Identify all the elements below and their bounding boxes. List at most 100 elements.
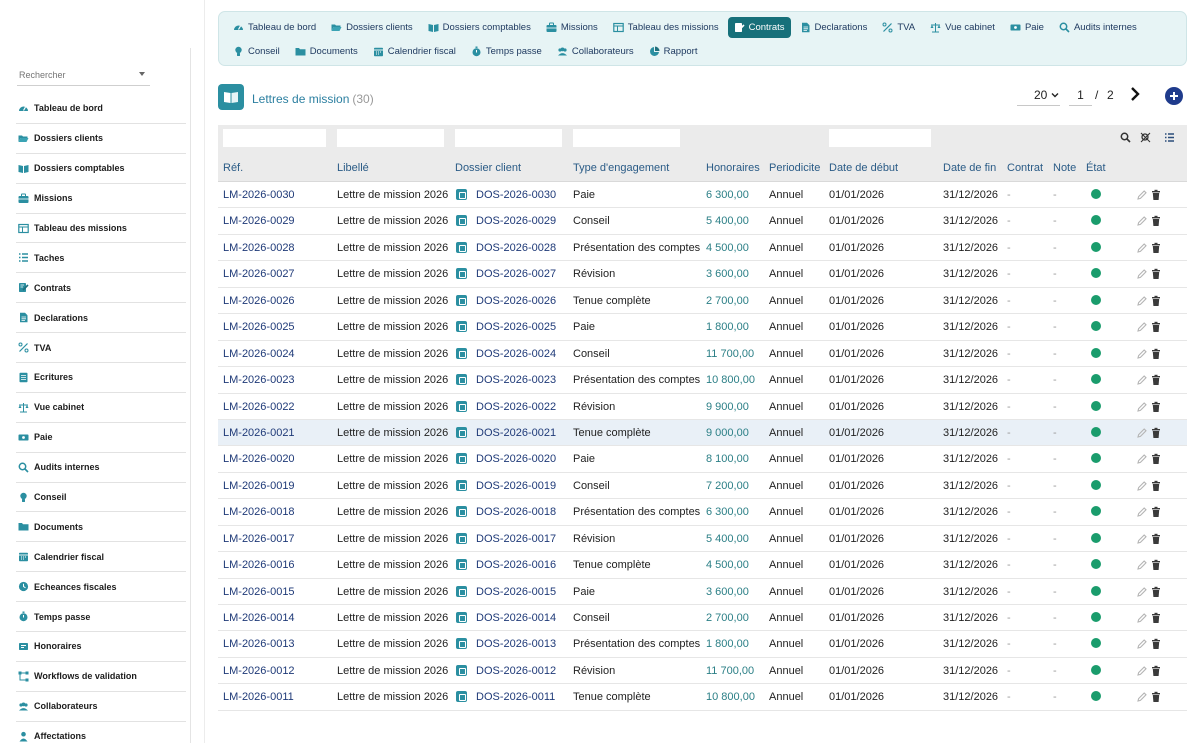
delete-icon[interactable] [1150, 559, 1162, 571]
edit-icon[interactable] [1136, 189, 1148, 201]
sidebar-item-tableau-des-missions[interactable]: Tableau des missions [16, 214, 186, 244]
cell-ref[interactable]: LM-2026-0011 [223, 691, 294, 704]
filter-libelle-input[interactable] [337, 129, 444, 147]
chevron-right-icon[interactable] [1129, 86, 1141, 102]
cell-dossier-client[interactable]: DOS-2026-0025 [476, 321, 557, 334]
tab-temps-passe[interactable]: Temps passe [465, 41, 548, 62]
filter-ref-input[interactable] [223, 129, 326, 147]
delete-icon[interactable] [1150, 295, 1162, 307]
delete-icon[interactable] [1150, 268, 1162, 280]
cell-dossier-client[interactable]: DOS-2026-0021 [476, 426, 557, 439]
table-row[interactable]: LM-2026-0012 Lettre de mission 2026 DOS-20… [218, 658, 1187, 685]
cell-dossier-client[interactable]: DOS-2026-0029 [476, 215, 557, 228]
cell-dossier-client[interactable]: DOS-2026-0019 [476, 479, 557, 492]
cell-dossier-client[interactable]: DOS-2026-0026 [476, 294, 557, 307]
tab-rapport[interactable]: Rapport [643, 41, 704, 62]
cell-dossier-client[interactable]: DOS-2026-0011 [476, 691, 556, 704]
table-row[interactable]: LM-2026-0020 Lettre de mission 2026 DOS-20… [218, 446, 1187, 473]
table-row[interactable]: LM-2026-0011 Lettre de mission 2026 DOS-20… [218, 684, 1187, 711]
tab-paie[interactable]: Paie [1004, 17, 1050, 38]
col-honoraires-header[interactable]: Honoraires [706, 162, 760, 174]
delete-icon[interactable] [1150, 691, 1162, 703]
cell-ref[interactable]: LM-2026-0019 [223, 479, 295, 492]
edit-icon[interactable] [1136, 480, 1148, 492]
edit-icon[interactable] [1136, 374, 1148, 386]
edit-icon[interactable] [1136, 638, 1148, 650]
edit-icon[interactable] [1136, 321, 1148, 333]
sidebar-item-tva[interactable]: TVA [16, 333, 186, 364]
sidebar-item-conseil[interactable]: Conseil [16, 483, 186, 513]
delete-icon[interactable] [1150, 506, 1162, 518]
per-page-select[interactable]: 20 [1017, 88, 1060, 106]
edit-icon[interactable] [1136, 295, 1148, 307]
sidebar-item-workflows-de-validation[interactable]: Workflows de validation [16, 662, 186, 692]
page-number-input[interactable]: 1 [1069, 88, 1092, 106]
cell-ref[interactable]: LM-2026-0021 [223, 426, 295, 439]
tab-declarations[interactable]: Declarations [794, 17, 874, 38]
tab-audits-internes[interactable]: Audits internes [1053, 17, 1143, 38]
tab-documents[interactable]: Documents [289, 41, 364, 62]
cell-ref[interactable]: LM-2026-0017 [223, 532, 295, 545]
delete-icon[interactable] [1150, 242, 1162, 254]
sidebar-item-taches[interactable]: Taches [16, 243, 186, 274]
cell-dossier-client[interactable]: DOS-2026-0028 [476, 241, 557, 254]
edit-icon[interactable] [1136, 559, 1148, 571]
filter-type-input[interactable] [573, 129, 680, 147]
cell-dossier-client[interactable]: DOS-2026-0017 [476, 532, 557, 545]
table-row[interactable]: LM-2026-0015 Lettre de mission 2026 DOS-20… [218, 579, 1187, 605]
sidebar-item-echeances-fiscales[interactable]: Echeances fiscales [16, 572, 186, 603]
edit-icon[interactable] [1136, 586, 1148, 598]
cell-ref[interactable]: LM-2026-0029 [223, 215, 295, 228]
delete-icon[interactable] [1150, 586, 1162, 598]
tab-conseil[interactable]: Conseil [227, 41, 286, 62]
cell-ref[interactable]: LM-2026-0016 [223, 559, 295, 572]
chevron-down-icon[interactable] [139, 72, 145, 76]
table-row[interactable]: LM-2026-0027 Lettre de mission 2026 DOS-20… [218, 261, 1187, 288]
filter-dossier-input[interactable] [455, 129, 562, 147]
table-row[interactable]: LM-2026-0018 Lettre de mission 2026 DOS-20… [218, 499, 1187, 526]
cell-dossier-client[interactable]: DOS-2026-0018 [476, 506, 557, 519]
table-row[interactable]: LM-2026-0030 Lettre de mission 2026 DOS-20… [218, 182, 1187, 209]
cell-ref[interactable]: LM-2026-0012 [223, 664, 295, 677]
sidebar-item-audits-internes[interactable]: Audits internes [16, 453, 186, 483]
table-row[interactable]: LM-2026-0025 Lettre de mission 2026 DOS-20… [218, 314, 1187, 341]
edit-icon[interactable] [1136, 268, 1148, 280]
cell-dossier-client[interactable]: DOS-2026-0012 [476, 664, 557, 677]
cell-dossier-client[interactable]: DOS-2026-0022 [476, 400, 557, 413]
sidebar-item-paie[interactable]: Paie [16, 423, 186, 453]
filter-date-debut-input[interactable] [829, 129, 931, 147]
table-row[interactable]: LM-2026-0013 Lettre de mission 2026 DOS-20… [218, 631, 1187, 658]
clear-filter-icon[interactable] [1140, 132, 1151, 143]
table-row[interactable]: LM-2026-0029 Lettre de mission 2026 DOS-20… [218, 208, 1187, 235]
delete-icon[interactable] [1150, 401, 1162, 413]
col-periodicite-header[interactable]: Periodicite [769, 162, 821, 174]
delete-icon[interactable] [1150, 189, 1162, 201]
sidebar-item-collaborateurs[interactable]: Collaborateurs [16, 692, 186, 722]
tab-tva[interactable]: TVA [876, 17, 921, 38]
sidebar-item-dossiers-clients[interactable]: Dossiers clients [16, 124, 186, 154]
table-row[interactable]: LM-2026-0024 Lettre de mission 2026 DOS-20… [218, 341, 1187, 368]
cell-ref[interactable]: LM-2026-0018 [223, 506, 295, 519]
cell-ref[interactable]: LM-2026-0014 [223, 612, 295, 624]
sidebar-item-temps-passe[interactable]: Temps passe [16, 602, 186, 633]
tab-dossiers-comptables[interactable]: Dossiers comptables [422, 17, 537, 38]
cell-dossier-client[interactable]: DOS-2026-0027 [476, 268, 557, 281]
edit-icon[interactable] [1136, 612, 1148, 624]
cell-dossier-client[interactable]: DOS-2026-0015 [476, 585, 557, 598]
delete-icon[interactable] [1150, 665, 1162, 677]
col-date-fin-header[interactable]: Date de fin [943, 162, 997, 174]
table-row[interactable]: LM-2026-0019 Lettre de mission 2026 DOS-20… [218, 473, 1187, 500]
cell-dossier-client[interactable]: DOS-2026-0024 [476, 347, 557, 360]
edit-icon[interactable] [1136, 453, 1148, 465]
delete-icon[interactable] [1150, 215, 1162, 227]
cell-dossier-client[interactable]: DOS-2026-0030 [476, 189, 557, 201]
tab-tableau-de-bord[interactable]: Tableau de bord [227, 17, 322, 38]
edit-icon[interactable] [1136, 427, 1148, 439]
sidebar-item-honoraires[interactable]: Honoraires [16, 632, 186, 662]
sidebar-item-calendrier-fiscal[interactable]: Calendrier fiscal [16, 542, 186, 573]
delete-icon[interactable] [1150, 321, 1162, 333]
tab-vue-cabinet[interactable]: Vue cabinet [924, 17, 1001, 38]
cell-dossier-client[interactable]: DOS-2026-0016 [476, 559, 557, 572]
col-contrat-header[interactable]: Contrat [1007, 162, 1044, 174]
tab-contrats[interactable]: Contrats [727, 17, 791, 38]
